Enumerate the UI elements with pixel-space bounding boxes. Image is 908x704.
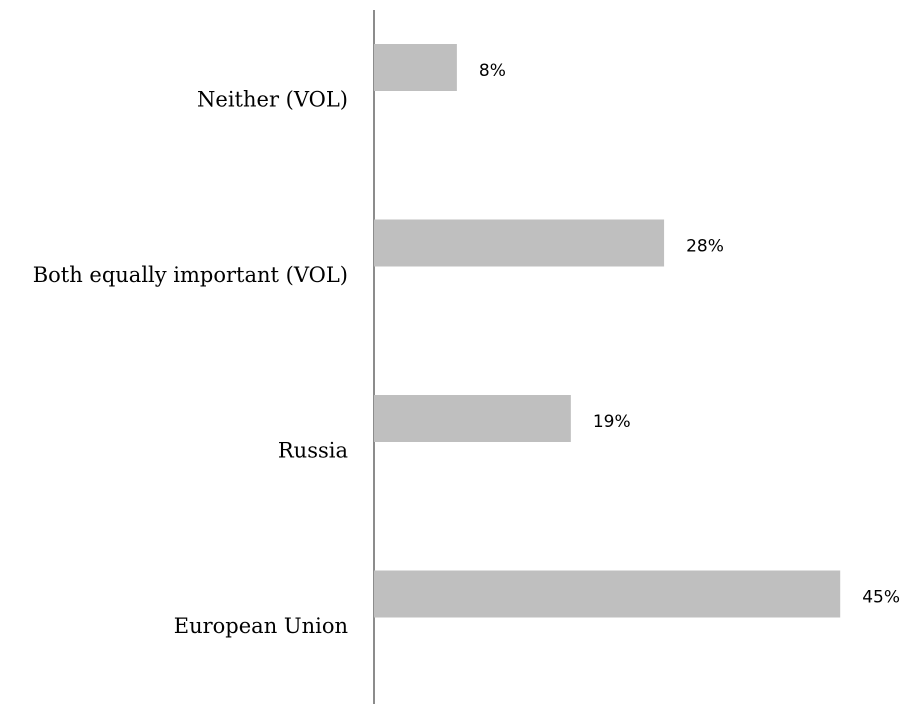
bar: [374, 570, 841, 618]
bar: [374, 395, 571, 442]
data-label: 8%: [479, 61, 506, 81]
data-label: 28%: [686, 237, 724, 257]
data-label: 19%: [593, 412, 631, 432]
bar: [374, 219, 665, 267]
category-label: Neither (VOL): [197, 88, 348, 112]
category-label: Both equally important (VOL): [33, 263, 348, 287]
bar: [374, 44, 457, 91]
category-label: Russia: [278, 439, 348, 463]
category-label: European Union: [174, 614, 348, 638]
data-label: 45%: [862, 588, 900, 608]
